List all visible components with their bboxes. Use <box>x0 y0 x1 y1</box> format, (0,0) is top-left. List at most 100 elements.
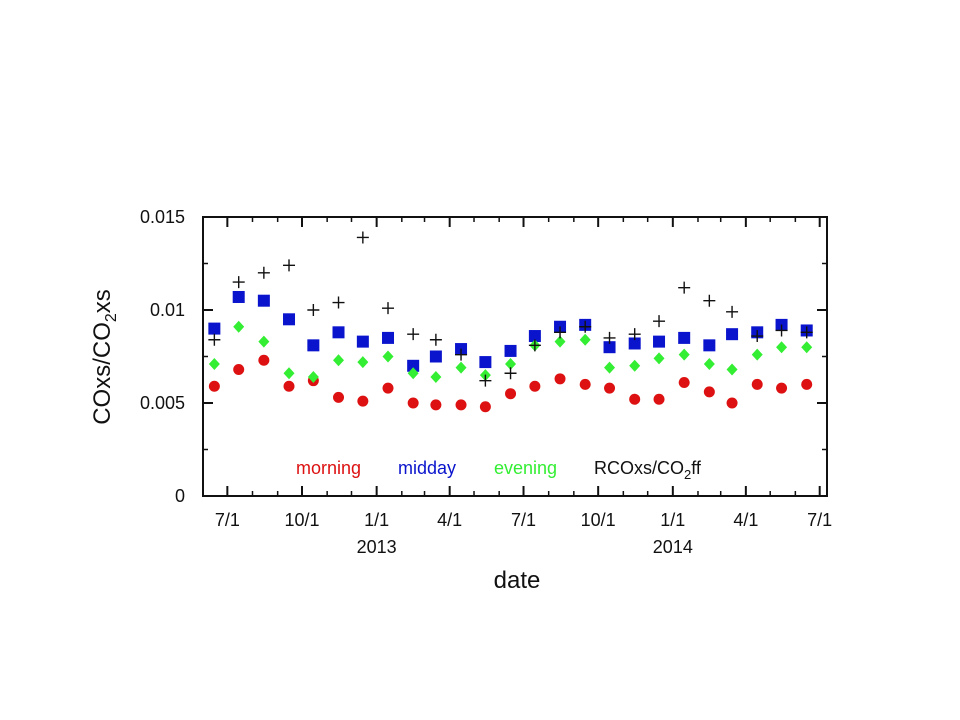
point-evening <box>233 320 245 333</box>
point-rcoxs <box>332 296 345 309</box>
point-rcoxs <box>703 294 716 307</box>
point-morning <box>430 399 442 411</box>
x-tick-label: 1/1 <box>364 510 389 530</box>
point-midday <box>257 294 270 307</box>
x-tick-label: 4/1 <box>733 510 758 530</box>
point-morning <box>579 378 591 390</box>
point-evening <box>430 370 442 383</box>
point-midday <box>678 331 691 344</box>
point-midday <box>332 326 345 339</box>
legend: morning midday evening RCOxs/CO2ff <box>296 458 702 482</box>
point-midday <box>504 344 517 357</box>
legend-item-evening: evening <box>494 458 557 478</box>
point-evening <box>333 354 345 367</box>
point-evening <box>382 350 394 363</box>
point-rcoxs <box>429 333 442 346</box>
point-morning <box>726 397 738 409</box>
legend-item-rcoxs: RCOxs/CO2ff <box>594 458 702 482</box>
point-evening <box>604 361 616 374</box>
point-morning <box>629 393 641 405</box>
point-midday <box>603 341 616 354</box>
x-tick-label: 7/1 <box>511 510 536 530</box>
point-midday <box>528 330 541 343</box>
point-midday <box>382 331 395 344</box>
x-year-label: 2013 <box>357 537 397 557</box>
point-morning <box>333 391 345 403</box>
point-midday <box>307 339 320 352</box>
point-rcoxs <box>554 326 567 339</box>
point-evening <box>579 333 591 346</box>
point-evening <box>653 352 665 365</box>
x-tick-label: 4/1 <box>437 510 462 530</box>
point-midday <box>429 350 442 363</box>
point-morning <box>653 393 665 405</box>
data-points <box>208 231 813 413</box>
point-rcoxs <box>479 374 492 387</box>
point-evening <box>258 335 270 348</box>
point-midday <box>628 337 641 350</box>
point-morning <box>505 388 517 400</box>
point-morning <box>678 377 690 389</box>
point-rcoxs <box>504 367 517 380</box>
point-morning <box>357 395 369 407</box>
y-axis-title-main: COxs/CO <box>89 322 116 425</box>
y-axis: 0 0.005 0.01 0.015 <box>140 207 827 506</box>
point-evening <box>208 357 220 370</box>
x-tick-label: 7/1 <box>215 510 240 530</box>
y-tick-label: 0.015 <box>140 207 185 227</box>
point-midday <box>356 335 369 348</box>
x-tick-label: 7/1 <box>807 510 832 530</box>
point-midday <box>208 322 221 335</box>
point-morning <box>529 380 541 392</box>
point-morning <box>479 401 491 413</box>
point-rcoxs <box>603 331 616 344</box>
point-rcoxs <box>307 304 320 316</box>
y-tick-label: 0.01 <box>150 300 185 320</box>
x-tick-label: 10/1 <box>284 510 319 530</box>
point-midday <box>653 335 666 348</box>
point-morning <box>233 364 245 376</box>
point-evening <box>703 357 715 370</box>
point-rcoxs <box>653 315 666 328</box>
x-tick-label: 1/1 <box>660 510 685 530</box>
point-morning <box>258 354 270 366</box>
point-morning <box>407 397 419 409</box>
point-morning <box>776 382 788 394</box>
point-evening <box>629 359 641 372</box>
point-midday <box>407 359 420 372</box>
point-rcoxs <box>455 348 468 361</box>
point-evening <box>407 367 419 380</box>
point-morning <box>751 378 763 390</box>
point-rcoxs <box>283 259 296 272</box>
point-morning <box>208 380 220 392</box>
y-axis-title-tail: xs <box>89 289 116 313</box>
point-rcoxs <box>751 330 764 343</box>
point-morning <box>604 382 616 394</box>
point-evening <box>751 348 763 361</box>
point-rcoxs <box>356 231 369 244</box>
point-morning <box>554 373 566 385</box>
point-morning <box>703 386 715 398</box>
legend-item-morning: morning <box>296 458 361 478</box>
point-evening <box>505 357 517 370</box>
y-axis-title: COxs/CO2xs <box>89 289 120 425</box>
point-morning <box>801 378 813 390</box>
point-midday <box>479 356 492 369</box>
y-tick-label: 0.005 <box>140 393 185 413</box>
point-evening <box>455 361 467 374</box>
point-rcoxs <box>257 266 270 279</box>
point-morning <box>382 382 394 394</box>
point-evening <box>726 363 738 376</box>
point-midday <box>703 339 716 352</box>
point-evening <box>307 370 319 383</box>
point-rcoxs <box>579 320 592 333</box>
point-evening <box>776 341 788 354</box>
legend-item-midday: midday <box>398 458 456 478</box>
point-midday <box>232 290 245 303</box>
point-rcoxs <box>528 339 541 352</box>
x-axis: 7/1 10/1 1/1 4/1 7/1 10/1 1/1 4/1 7/1 2013 2014 <box>215 217 832 557</box>
point-rcoxs <box>407 328 420 341</box>
point-rcoxs <box>678 281 691 294</box>
point-evening <box>554 335 566 348</box>
